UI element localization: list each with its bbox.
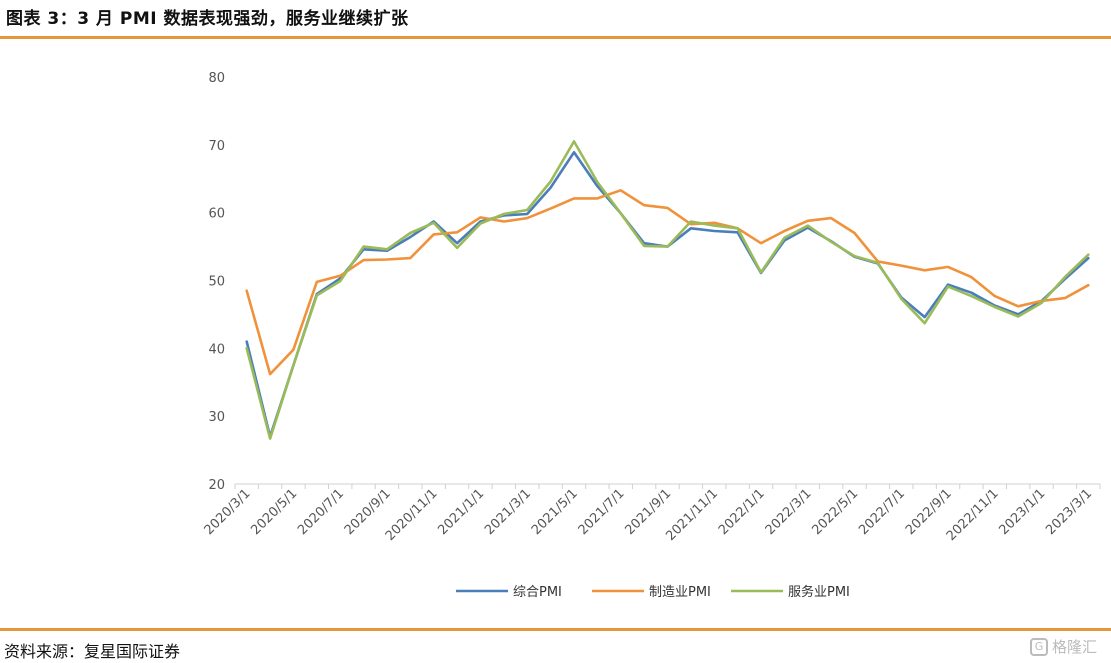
series-line	[245, 189, 1090, 376]
series-line	[245, 140, 1090, 440]
y-tick-label: 20	[208, 478, 225, 493]
x-tick-label: 2020/5/1	[248, 486, 300, 538]
watermark-text: 格隆汇	[1051, 638, 1097, 656]
x-tick-label: 2020/7/1	[295, 486, 347, 538]
x-tick-label: 2021/5/1	[529, 486, 581, 538]
x-tick-label: 2022/1/1	[716, 486, 768, 538]
x-tick-label: 2022/5/1	[809, 486, 861, 538]
y-tick-label: 70	[208, 139, 225, 154]
x-tick-label: 2023/3/1	[1043, 486, 1095, 538]
y-tick-label: 80	[208, 71, 225, 86]
x-tick-label: 2020/3/1	[202, 486, 254, 538]
y-tick-label: 60	[208, 207, 225, 222]
x-tick-label: 2022/3/1	[763, 486, 815, 538]
chart-title: 图表 3：3 月 PMI 数据表现强劲，服务业继续扩张	[6, 9, 409, 29]
y-tick-label: 40	[208, 342, 225, 357]
x-tick-label: 2023/1/1	[996, 486, 1048, 538]
top-divider	[0, 36, 1111, 39]
watermark: G 格隆汇	[1029, 636, 1097, 657]
y-tick-label: 30	[208, 410, 225, 425]
source-note: 资料来源：复星国际证券	[4, 642, 181, 661]
x-tick-label: 2022/7/1	[856, 486, 908, 538]
watermark-logo-icon: G	[1029, 637, 1048, 656]
legend-label: 服务业PMI	[788, 584, 850, 600]
bottom-divider	[0, 628, 1111, 631]
legend-label: 制造业PMI	[649, 585, 711, 600]
legend-label: 综合PMI	[513, 585, 562, 600]
x-tick-label: 2021/1/1	[435, 486, 487, 538]
series-line	[245, 151, 1090, 438]
y-tick-label: 50	[208, 275, 225, 290]
x-tick-label: 2021/7/1	[576, 486, 628, 538]
x-tick-label: 2021/3/1	[482, 486, 534, 538]
